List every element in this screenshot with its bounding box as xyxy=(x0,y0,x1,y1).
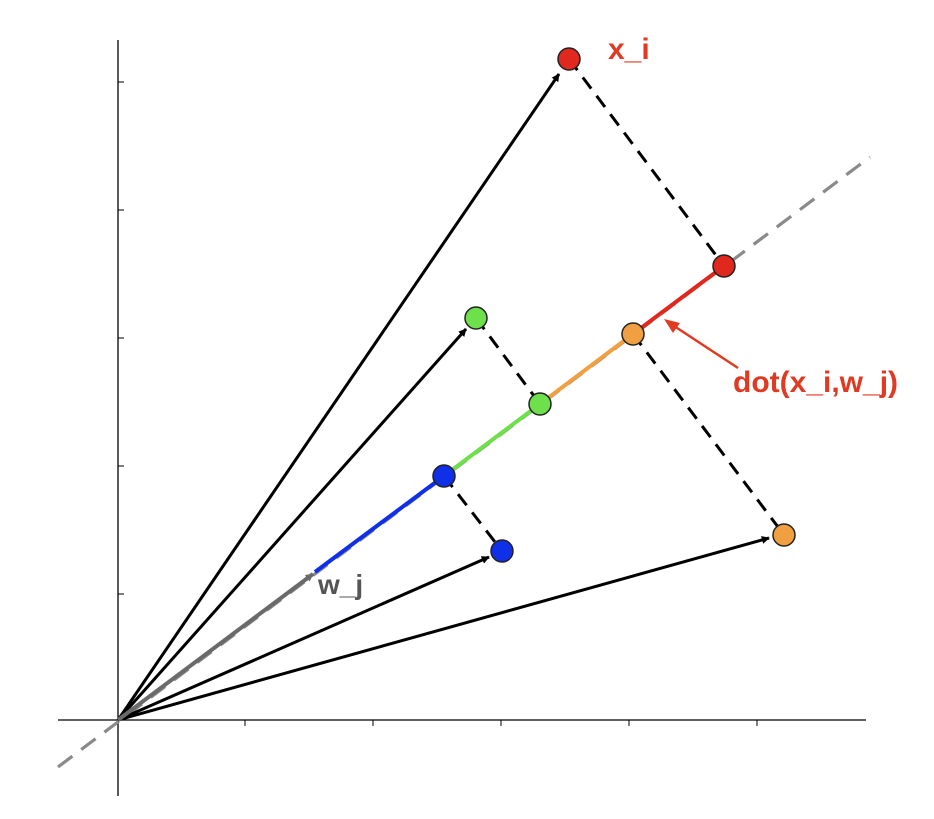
red-projection-segment xyxy=(631,264,726,336)
x-ticks xyxy=(244,720,758,726)
blue-projection-segment xyxy=(313,474,446,574)
x-i-label: x_i xyxy=(608,33,650,66)
red-vector-arrow xyxy=(116,73,561,721)
projection-dashes xyxy=(442,58,786,552)
axes xyxy=(58,40,866,796)
orange-projection-dash xyxy=(631,333,786,536)
w-j-label: w_j xyxy=(317,569,363,600)
blue-vector-arrow xyxy=(117,555,490,722)
green-data-point xyxy=(464,306,488,330)
blue-projection-dash xyxy=(442,475,504,552)
green-vector-arrow xyxy=(116,328,468,721)
orange-data-point xyxy=(772,523,796,547)
dot-label-pointer-arrow xyxy=(667,320,739,370)
green-projection-segment xyxy=(442,402,542,478)
points xyxy=(432,47,796,563)
blue-data-point xyxy=(490,539,514,563)
orange-vector-arrow xyxy=(117,536,770,722)
green-projected-point xyxy=(528,392,552,416)
y-ticks xyxy=(118,81,124,595)
dot-product-label: dot(x_i,w_j) xyxy=(733,366,898,399)
dot-label-pointer-head xyxy=(664,319,680,333)
red-data-point xyxy=(557,47,581,71)
orange-projection-segment xyxy=(538,332,635,406)
w-vector-arrow xyxy=(116,572,315,722)
blue-projected-point xyxy=(432,464,456,488)
green-projection-dash xyxy=(474,317,542,405)
red-projected-point xyxy=(712,254,736,278)
projection-segments xyxy=(313,264,726,574)
orange-projected-point xyxy=(621,322,645,346)
red-projection-dash xyxy=(567,58,726,267)
vectors xyxy=(116,73,770,722)
